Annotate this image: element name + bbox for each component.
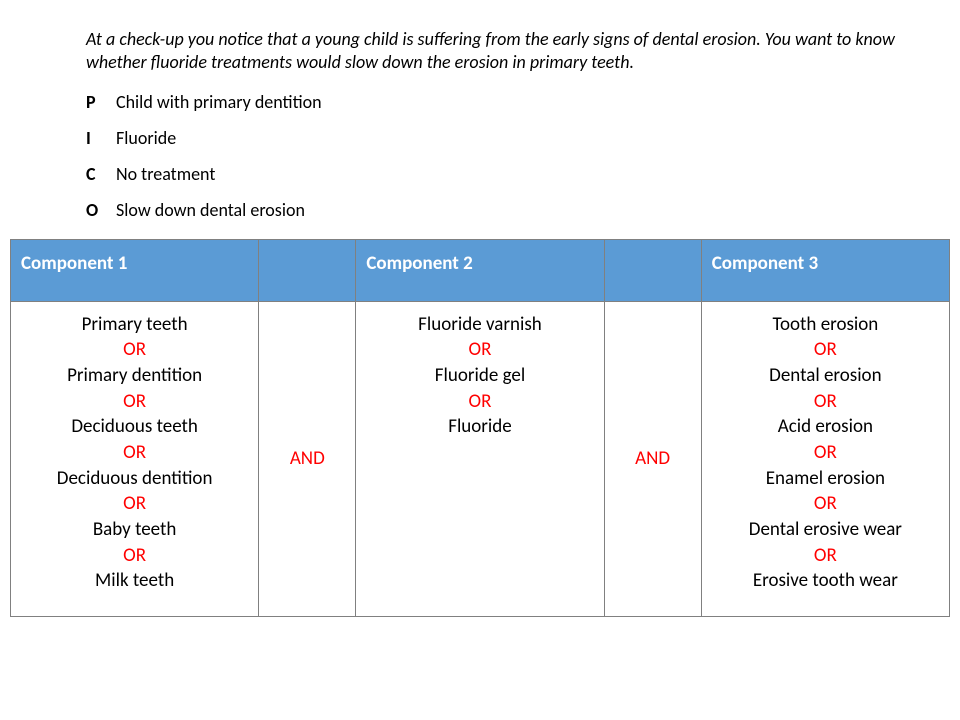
- cell-and-2: AND: [604, 301, 701, 616]
- or-operator: OR: [710, 543, 941, 569]
- or-operator: OR: [19, 389, 250, 415]
- search-term: Dental erosive wear: [710, 517, 941, 543]
- pico-text: No treatment: [116, 163, 960, 185]
- pico-row-c: C No treatment: [86, 163, 960, 185]
- or-operator: OR: [710, 491, 941, 517]
- header-component-3: Component 3: [701, 239, 949, 301]
- search-term: Deciduous teeth: [19, 414, 250, 440]
- pico-text: Child with primary dentition: [116, 91, 960, 113]
- search-term: Dental erosion: [710, 363, 941, 389]
- pico-row-o: O Slow down dental erosion: [86, 199, 960, 221]
- cell-and-1: AND: [259, 301, 356, 616]
- or-operator: OR: [19, 337, 250, 363]
- or-operator: OR: [19, 543, 250, 569]
- search-term: Fluoride varnish: [364, 312, 595, 338]
- search-term: Primary teeth: [19, 312, 250, 338]
- search-term: Milk teeth: [19, 568, 250, 594]
- cell-component-3: Tooth erosion OR Dental erosion OR Acid …: [701, 301, 949, 616]
- search-term: Enamel erosion: [710, 466, 941, 492]
- pico-letter: I: [86, 127, 116, 149]
- header-and-2: [604, 239, 701, 301]
- table-header-row: Component 1 Component 2 Component 3: [11, 239, 950, 301]
- pico-letter: P: [86, 91, 116, 113]
- pico-letter: O: [86, 199, 116, 221]
- pico-row-p: P Child with primary dentition: [86, 91, 960, 113]
- pico-letter: C: [86, 163, 116, 185]
- search-term: Baby teeth: [19, 517, 250, 543]
- search-term: Tooth erosion: [710, 312, 941, 338]
- pico-text: Slow down dental erosion: [116, 199, 960, 221]
- search-term: Fluoride gel: [364, 363, 595, 389]
- pico-text: Fluoride: [116, 127, 960, 149]
- pico-list: P Child with primary dentition I Fluorid…: [86, 91, 960, 221]
- table-body-row: Primary teeth OR Primary dentition OR De…: [11, 301, 950, 616]
- or-operator: OR: [364, 389, 595, 415]
- or-operator: OR: [710, 440, 941, 466]
- header-component-1: Component 1: [11, 239, 259, 301]
- or-operator: OR: [364, 337, 595, 363]
- cell-component-1: Primary teeth OR Primary dentition OR De…: [11, 301, 259, 616]
- intro-paragraph: At a check-up you notice that a young ch…: [86, 28, 904, 75]
- search-term: Deciduous dentition: [19, 466, 250, 492]
- or-operator: OR: [710, 337, 941, 363]
- or-operator: OR: [19, 440, 250, 466]
- header-and-1: [259, 239, 356, 301]
- pico-row-i: I Fluoride: [86, 127, 960, 149]
- search-term: Primary dentition: [19, 363, 250, 389]
- or-operator: OR: [19, 491, 250, 517]
- search-term: Acid erosion: [710, 414, 941, 440]
- header-component-2: Component 2: [356, 239, 604, 301]
- page: At a check-up you notice that a young ch…: [0, 0, 960, 617]
- search-term: Fluoride: [364, 414, 595, 440]
- or-operator: OR: [710, 389, 941, 415]
- cell-component-2: Fluoride varnish OR Fluoride gel OR Fluo…: [356, 301, 604, 616]
- search-term: Erosive tooth wear: [710, 568, 941, 594]
- search-strategy-table: Component 1 Component 2 Component 3 Prim…: [10, 239, 950, 617]
